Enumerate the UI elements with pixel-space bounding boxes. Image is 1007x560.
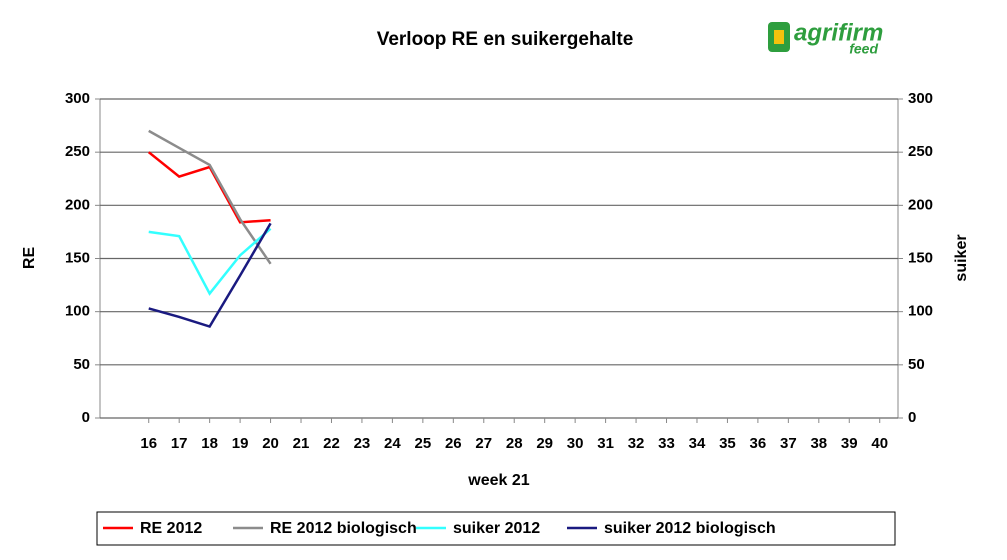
x-tick-label: 27 [475,435,492,452]
logo-sub: feed [849,41,878,57]
chart-title: Verloop RE en suikergehalte [377,29,634,50]
logo-name: agrifirm [794,19,883,46]
x-tick-label: 30 [567,435,584,452]
y2-tick-label: 100 [908,303,933,320]
series-line [148,222,272,329]
series-line [148,227,272,296]
x-tick-label: 18 [201,435,218,452]
x-tick-label: 19 [232,435,249,452]
x-tick-label: 38 [810,435,827,452]
x-tick-label: 29 [536,435,553,452]
x-tick-label: 35 [719,435,736,452]
x-tick-label: 36 [750,435,767,452]
x-tick-label: 20 [262,435,279,452]
x-tick-label: 34 [689,435,706,452]
x-tick-label: 23 [354,435,371,452]
x-tick-label: 32 [628,435,645,452]
y-tick-label: 200 [65,196,90,213]
x-tick-label: 22 [323,435,340,452]
y2-tick-label: 200 [908,196,933,213]
x-tick-label: 33 [658,435,675,452]
x-tick-label: 24 [384,435,401,452]
y-tick-label: 100 [65,303,90,320]
y2-tick-label: 0 [908,409,916,426]
series-line [148,129,272,265]
legend-label: RE 2012 biologisch [270,520,417,537]
y-tick-label: 0 [82,409,90,426]
logo: agrifirm feed [768,19,883,57]
y2-tick-label: 250 [908,143,933,160]
x-tick-label: 28 [506,435,523,452]
y2-tick-label: 50 [908,356,925,373]
y2-tick-label: 150 [908,249,933,266]
y-tick-label: 250 [65,143,90,160]
x-tick-label: 25 [415,435,432,452]
legend-label: suiker 2012 [453,520,540,537]
legend [96,511,896,546]
y-tick-label: 300 [65,90,90,107]
x-tick-label: 17 [171,435,188,452]
x-tick-label: 31 [597,435,614,452]
y-tick-label: 150 [65,249,90,266]
x-tick-label: 16 [140,435,157,452]
x-tick-label: 39 [841,435,858,452]
legend-label: RE 2012 [140,520,202,537]
legend-label: suiker 2012 biologisch [604,520,776,537]
x-tick-label: 21 [293,435,310,452]
x-tick-label: 40 [871,435,888,452]
y2-axis-label: suiker [953,234,970,281]
x-tick-label: 37 [780,435,797,452]
y-axis-label: RE [21,247,38,270]
x-tick-label: 26 [445,435,462,452]
logo-icon-inner [774,30,784,44]
y2-tick-label: 300 [908,90,933,107]
y-tick-label: 50 [73,356,90,373]
x-axis-label: week 21 [467,472,529,489]
